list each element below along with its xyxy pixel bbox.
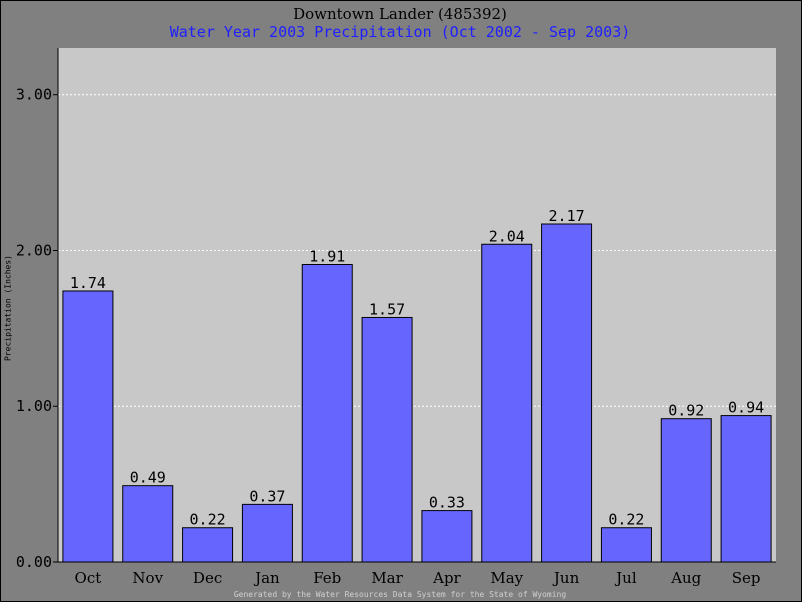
bar-dec	[182, 527, 234, 563]
chart-subtitle: Water Year 2003 Precipitation (Oct 2002 …	[169, 23, 631, 41]
y-tick-label: 1.00	[16, 397, 52, 415]
bar-may	[481, 243, 533, 563]
x-tick-label: Jul	[614, 569, 637, 587]
x-tick-label: Apr	[432, 569, 461, 587]
value-label: 0.22	[608, 511, 644, 529]
x-tick-label: Mar	[371, 569, 403, 587]
bar-oct	[62, 290, 114, 563]
y-tick-label: 2.00	[16, 241, 52, 259]
value-label: 0.33	[429, 494, 465, 512]
bar-sep	[720, 415, 772, 563]
value-label: 0.49	[130, 469, 166, 487]
bar-jul	[600, 527, 652, 563]
value-label: 2.04	[489, 227, 525, 245]
value-label: 1.57	[369, 300, 405, 318]
value-label: 0.94	[728, 399, 764, 417]
bar-aug	[660, 418, 712, 563]
bar-apr	[421, 510, 473, 563]
value-label: 0.92	[668, 402, 704, 420]
x-tick-label: Oct	[75, 569, 102, 587]
chart-title: Downtown Lander (485392)	[293, 5, 507, 23]
x-tick-label: May	[490, 569, 523, 587]
bar-feb	[301, 264, 353, 563]
footer-credit: Generated by the Water Resources Data Sy…	[233, 590, 567, 599]
x-tick-label: Aug	[670, 569, 701, 587]
bar-mar	[361, 316, 413, 563]
y-tick-label: 3.00	[16, 86, 52, 104]
x-tick-label: Jun	[552, 569, 580, 587]
bar-nov	[122, 485, 174, 563]
value-label: 1.91	[309, 248, 345, 266]
value-label: 2.17	[549, 207, 585, 225]
value-label: 0.22	[190, 511, 226, 529]
y-tick-label: 0.00	[16, 553, 52, 571]
bar-jan	[241, 503, 293, 563]
value-label: 1.74	[70, 274, 106, 292]
x-tick-label: Nov	[132, 569, 163, 587]
plot-area	[58, 48, 776, 562]
x-tick-label: Sep	[732, 569, 761, 587]
x-tick-label: Feb	[313, 569, 341, 587]
x-tick-label: Jan	[253, 569, 280, 587]
x-tick-label: Dec	[193, 569, 222, 587]
value-label: 0.37	[249, 487, 285, 505]
bar-jun	[541, 223, 593, 563]
